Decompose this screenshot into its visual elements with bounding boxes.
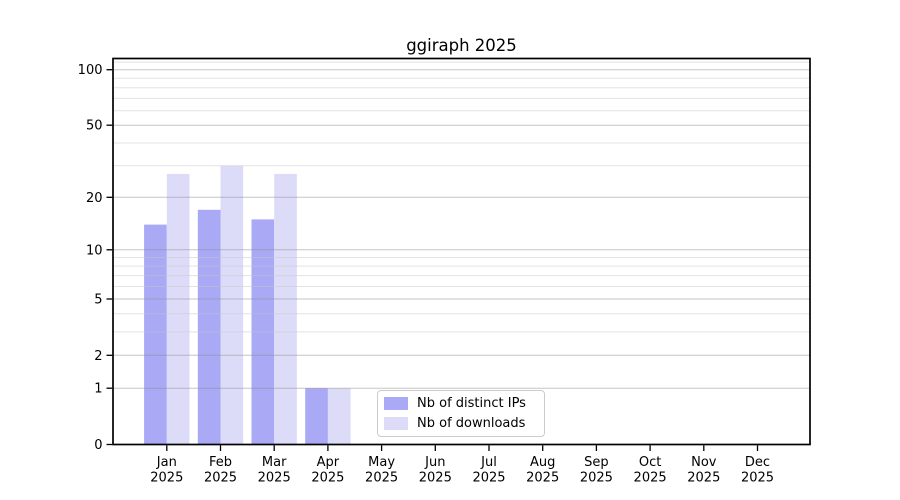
legend-box: Nb of distinct IPs Nb of downloads	[377, 390, 545, 437]
bar-jan-distinct-ips[interactable]	[144, 224, 167, 445]
x-tick-label-dec: Dec 2025	[741, 455, 774, 486]
y-tick-label-20: 20	[86, 191, 103, 206]
y-tick-label-50: 50	[86, 119, 103, 134]
x-tick-label-mar: Mar 2025	[258, 455, 291, 486]
x-tick-labels: Jan 2025 Feb 2025 Mar 2025 Apr 2025 May 2025 Jun 20…	[150, 455, 774, 486]
y-tick-label-1: 1	[94, 382, 102, 397]
legend-entry-downloads: Nb of downloads	[384, 414, 538, 433]
y-tick-labels: 0 1 2 5 10 20 50 100	[78, 63, 103, 453]
x-tick-label-apr: Apr 2025	[311, 455, 344, 486]
y-tick-label-100: 100	[78, 63, 103, 78]
bar-feb-downloads[interactable]	[220, 165, 244, 445]
x-tick-label-jan: Jan 2025	[150, 455, 183, 486]
x-tick-label-sep: Sep 2025	[580, 455, 613, 486]
bar-feb-distinct-ips[interactable]	[197, 209, 221, 445]
plot-border	[112, 57, 811, 446]
chart-title: ggiraph 2025	[406, 36, 517, 55]
x-tick-label-aug: Aug 2025	[526, 455, 559, 486]
minor-gridlines	[113, 61, 810, 333]
legend-label-distinct-ips: Nb of distinct IPs	[417, 396, 526, 411]
x-tick-label-may: May 2025	[365, 455, 398, 486]
x-tick-label-feb: Feb 2025	[204, 455, 237, 486]
legend-label-downloads: Nb of downloads	[417, 416, 526, 431]
bar-apr-downloads[interactable]	[327, 388, 351, 445]
x-tick-label-jun: Jun 2025	[419, 455, 452, 486]
major-gridlines	[113, 69, 810, 389]
bar-jan-downloads[interactable]	[166, 173, 190, 445]
y-tick-label-10: 10	[86, 243, 103, 258]
bar-mar-downloads[interactable]	[274, 173, 297, 445]
bar-apr-distinct-ips[interactable]	[305, 388, 328, 445]
x-tick-label-nov: Nov 2025	[687, 455, 720, 486]
y-tick-label-2: 2	[94, 349, 102, 364]
axis-ticks	[106, 69, 759, 451]
bars-group	[144, 165, 351, 445]
y-tick-label-5: 5	[94, 293, 102, 308]
legend-swatch-distinct-ips	[384, 397, 408, 410]
legend-swatch-downloads	[384, 417, 408, 430]
y-tick-label-0: 0	[94, 438, 102, 453]
x-tick-label-jul: Jul 2025	[472, 455, 505, 486]
legend-entry-distinct-ips: Nb of distinct IPs	[384, 394, 538, 413]
x-tick-label-oct: Oct 2025	[634, 455, 667, 486]
